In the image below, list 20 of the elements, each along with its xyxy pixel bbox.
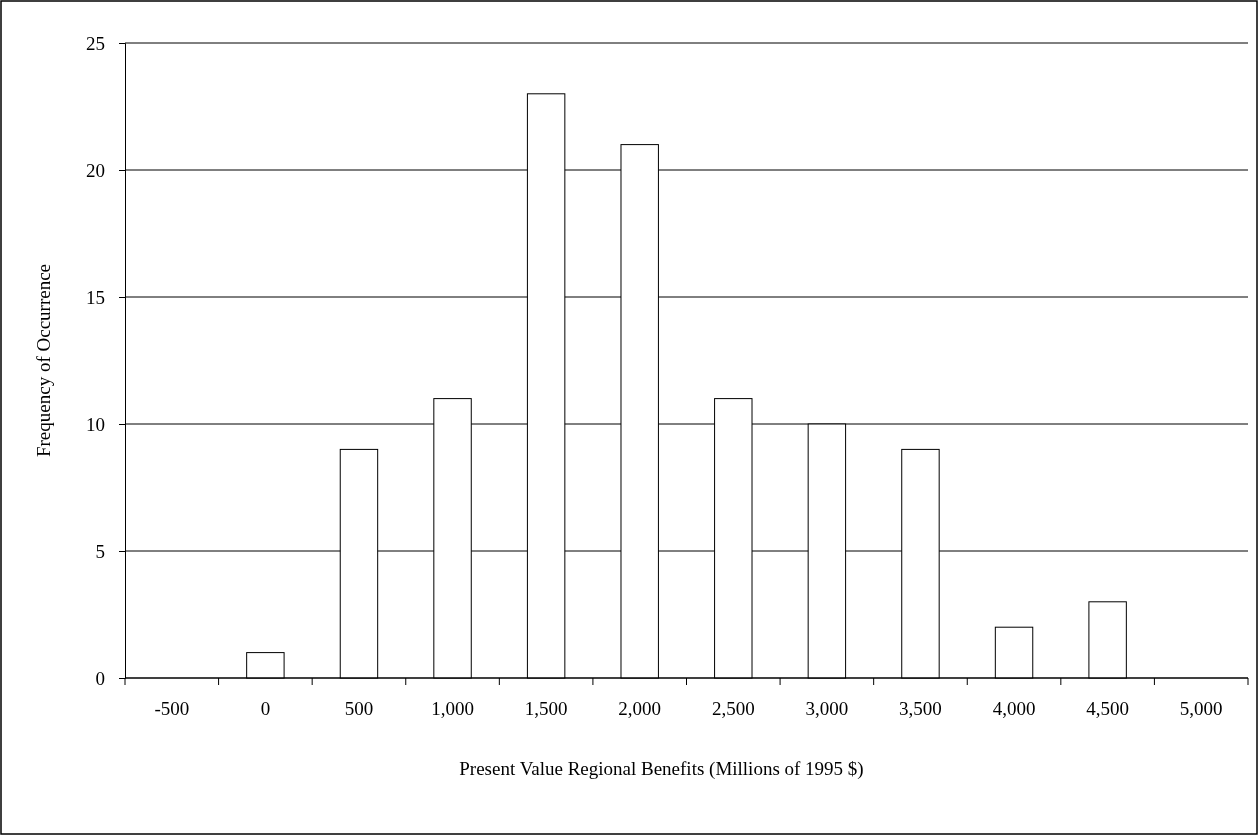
x-tick-label: 0 [260, 698, 271, 719]
x-tick-label: 2,500 [711, 698, 755, 719]
x-tick-label: 4,000 [992, 698, 1036, 719]
x-tick-label: 1,000 [431, 698, 474, 719]
x-axis-title: Present Value Regional Benefits (Millions of 1995 $) [459, 758, 864, 780]
y-tick-label: 10 [86, 413, 105, 435]
x-tick-label: 3,000 [805, 698, 849, 719]
x-tick-label: 4,500 [1086, 698, 1129, 719]
x-tick-label: 1,500 [524, 698, 568, 719]
y-tick-label: 5 [95, 540, 105, 562]
y-tick-label: 15 [86, 286, 105, 308]
x-tick-label: 2,000 [618, 698, 662, 719]
x-tick-label: 500 [344, 698, 374, 719]
y-tick-label: 0 [95, 667, 105, 689]
y-tick-label: 20 [86, 159, 105, 181]
x-tick-label: 3,500 [899, 698, 942, 719]
y-tick-label: 25 [86, 32, 105, 54]
x-tick-label: -500 [154, 698, 190, 719]
y-axis-title: Frequency of Occurrence [33, 263, 54, 458]
x-tick-label: 5,000 [1179, 698, 1223, 719]
